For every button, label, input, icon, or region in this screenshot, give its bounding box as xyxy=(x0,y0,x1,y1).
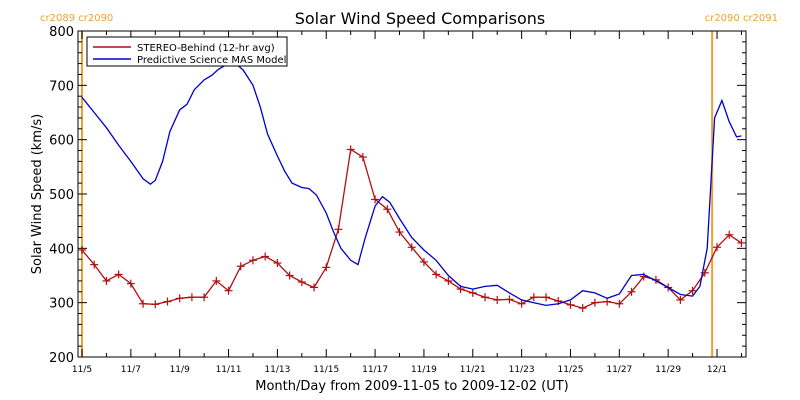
x-tick-label: 11/23 xyxy=(509,365,535,375)
data-point xyxy=(615,299,624,308)
series-line-1 xyxy=(81,62,742,307)
x-tick-label: 11/15 xyxy=(313,365,339,375)
data-point xyxy=(737,238,746,247)
y-tick-label: 600 xyxy=(49,134,74,149)
data-point xyxy=(725,230,734,239)
x-tick-label: 11/5 xyxy=(72,365,92,375)
data-point xyxy=(187,293,196,302)
x-axis-label: Month/Day from 2009-11-05 to 2009-12-02 … xyxy=(255,379,568,394)
x-tick-label: 12/1 xyxy=(707,365,727,375)
data-point xyxy=(371,195,380,204)
x-tick-label: 11/9 xyxy=(170,365,190,375)
x-tick-label: 11/7 xyxy=(121,365,141,375)
x-tick-label: 11/19 xyxy=(411,365,437,375)
carrington-marker-label: cr2089 cr2090 xyxy=(40,13,113,24)
data-point xyxy=(163,297,172,306)
x-axis: 11/5 11/7 11/9 11/11 11/13 11/15 11/17 11/19 11/… xyxy=(72,31,742,375)
x-tick-label: 11/29 xyxy=(655,365,681,375)
x-tick-label: 11/27 xyxy=(606,365,632,375)
legend-label-mas: Predictive Science MAS Model xyxy=(137,55,286,66)
x-tick-label: 11/25 xyxy=(558,365,584,375)
y-tick-label: 300 xyxy=(49,297,74,312)
plot-frame xyxy=(77,30,747,358)
data-point xyxy=(566,300,575,309)
data-point xyxy=(578,304,587,313)
data-point xyxy=(322,263,331,272)
data-point xyxy=(713,243,722,252)
data-point xyxy=(346,145,355,154)
data-point xyxy=(542,293,551,302)
legend-box xyxy=(86,36,288,67)
y-tick-label: 700 xyxy=(49,79,74,94)
y-tick-label: 800 xyxy=(49,25,74,40)
carrington-marker-label: cr2090 cr2091 xyxy=(705,13,778,24)
data-point xyxy=(432,270,441,279)
x-tick-label: 11/17 xyxy=(362,365,388,375)
data-point xyxy=(310,283,319,292)
data-point xyxy=(224,286,233,295)
y-axis-label: Solar Wind Speed (km/s) xyxy=(30,114,45,274)
data-point xyxy=(102,276,111,285)
series-layer xyxy=(78,62,746,313)
data-point xyxy=(419,257,428,266)
data-point xyxy=(151,300,160,309)
chart-title: Solar Wind Speed Comparisons xyxy=(295,9,546,28)
data-point xyxy=(358,153,367,162)
data-point xyxy=(395,228,404,237)
data-point xyxy=(90,260,99,269)
data-point xyxy=(444,276,453,285)
data-point xyxy=(273,259,282,268)
data-point xyxy=(78,245,86,254)
data-point xyxy=(688,286,697,295)
data-point xyxy=(676,295,685,304)
x-tick-label: 11/13 xyxy=(264,365,290,375)
data-point xyxy=(200,293,209,302)
data-point xyxy=(480,293,489,302)
data-point xyxy=(493,295,502,304)
legend-label-stereo: STEREO-Behind (12-hr avg) xyxy=(137,43,275,54)
y-axis: 200 300 400 500 600 700 800 xyxy=(49,25,746,366)
data-point xyxy=(212,276,221,285)
data-point xyxy=(236,262,245,271)
data-point xyxy=(505,295,514,304)
y-tick-label: 500 xyxy=(49,188,74,203)
data-point xyxy=(114,270,123,279)
data-point xyxy=(468,288,477,297)
data-point xyxy=(261,252,270,261)
data-point xyxy=(297,278,306,287)
data-point xyxy=(285,271,294,280)
series-line-0 xyxy=(81,148,742,309)
y-tick-label: 400 xyxy=(49,242,74,257)
data-point xyxy=(590,298,599,307)
data-point xyxy=(529,293,538,302)
x-tick-label: 11/11 xyxy=(216,365,242,375)
y-tick-label: 200 xyxy=(49,351,74,366)
data-point xyxy=(334,225,343,234)
legend: STEREO-Behind (12-hr avg) Predictive Sci… xyxy=(86,36,288,67)
data-point xyxy=(383,205,392,214)
data-point xyxy=(627,287,636,296)
data-point xyxy=(517,299,526,308)
data-point xyxy=(248,256,257,265)
data-point xyxy=(407,243,416,252)
data-point xyxy=(139,299,148,308)
data-point xyxy=(175,294,184,303)
data-point xyxy=(126,279,135,288)
x-tick-label: 11/21 xyxy=(460,365,486,375)
